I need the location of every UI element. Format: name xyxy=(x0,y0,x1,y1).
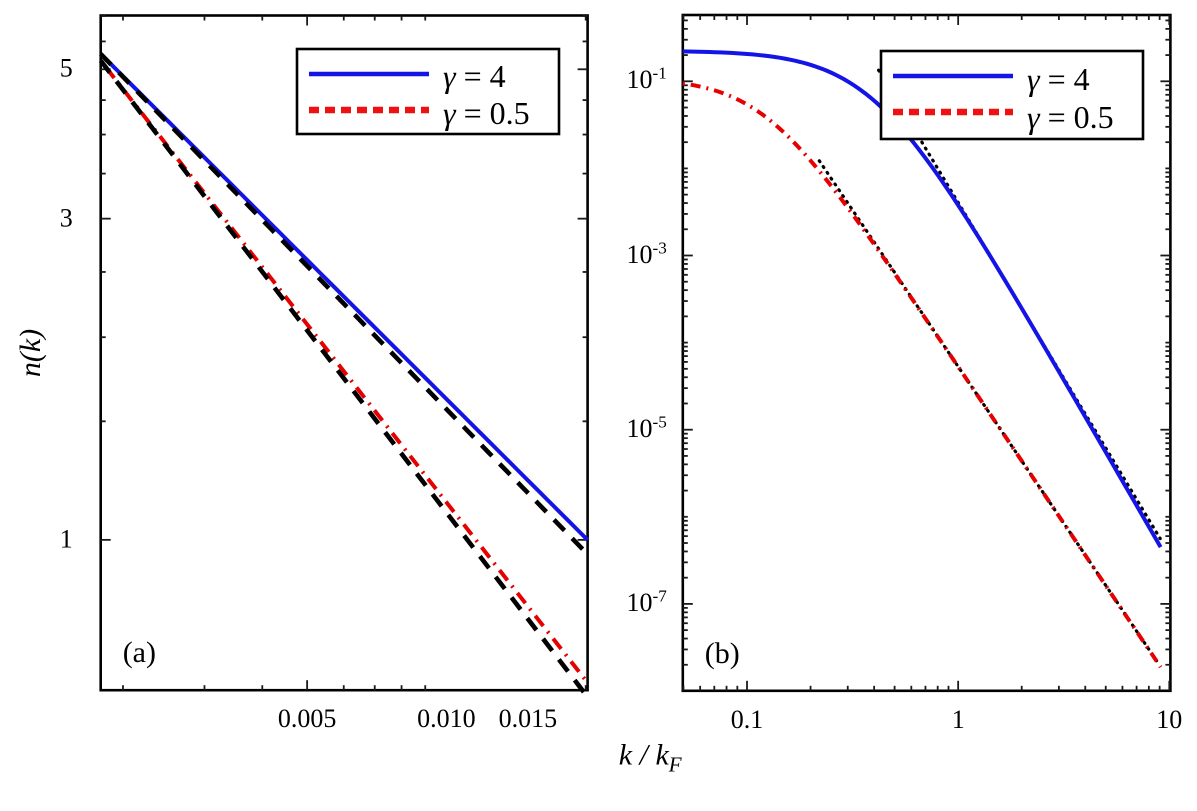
svg-text:(b): (b) xyxy=(705,637,740,670)
svg-text:(a): (a) xyxy=(123,636,156,669)
